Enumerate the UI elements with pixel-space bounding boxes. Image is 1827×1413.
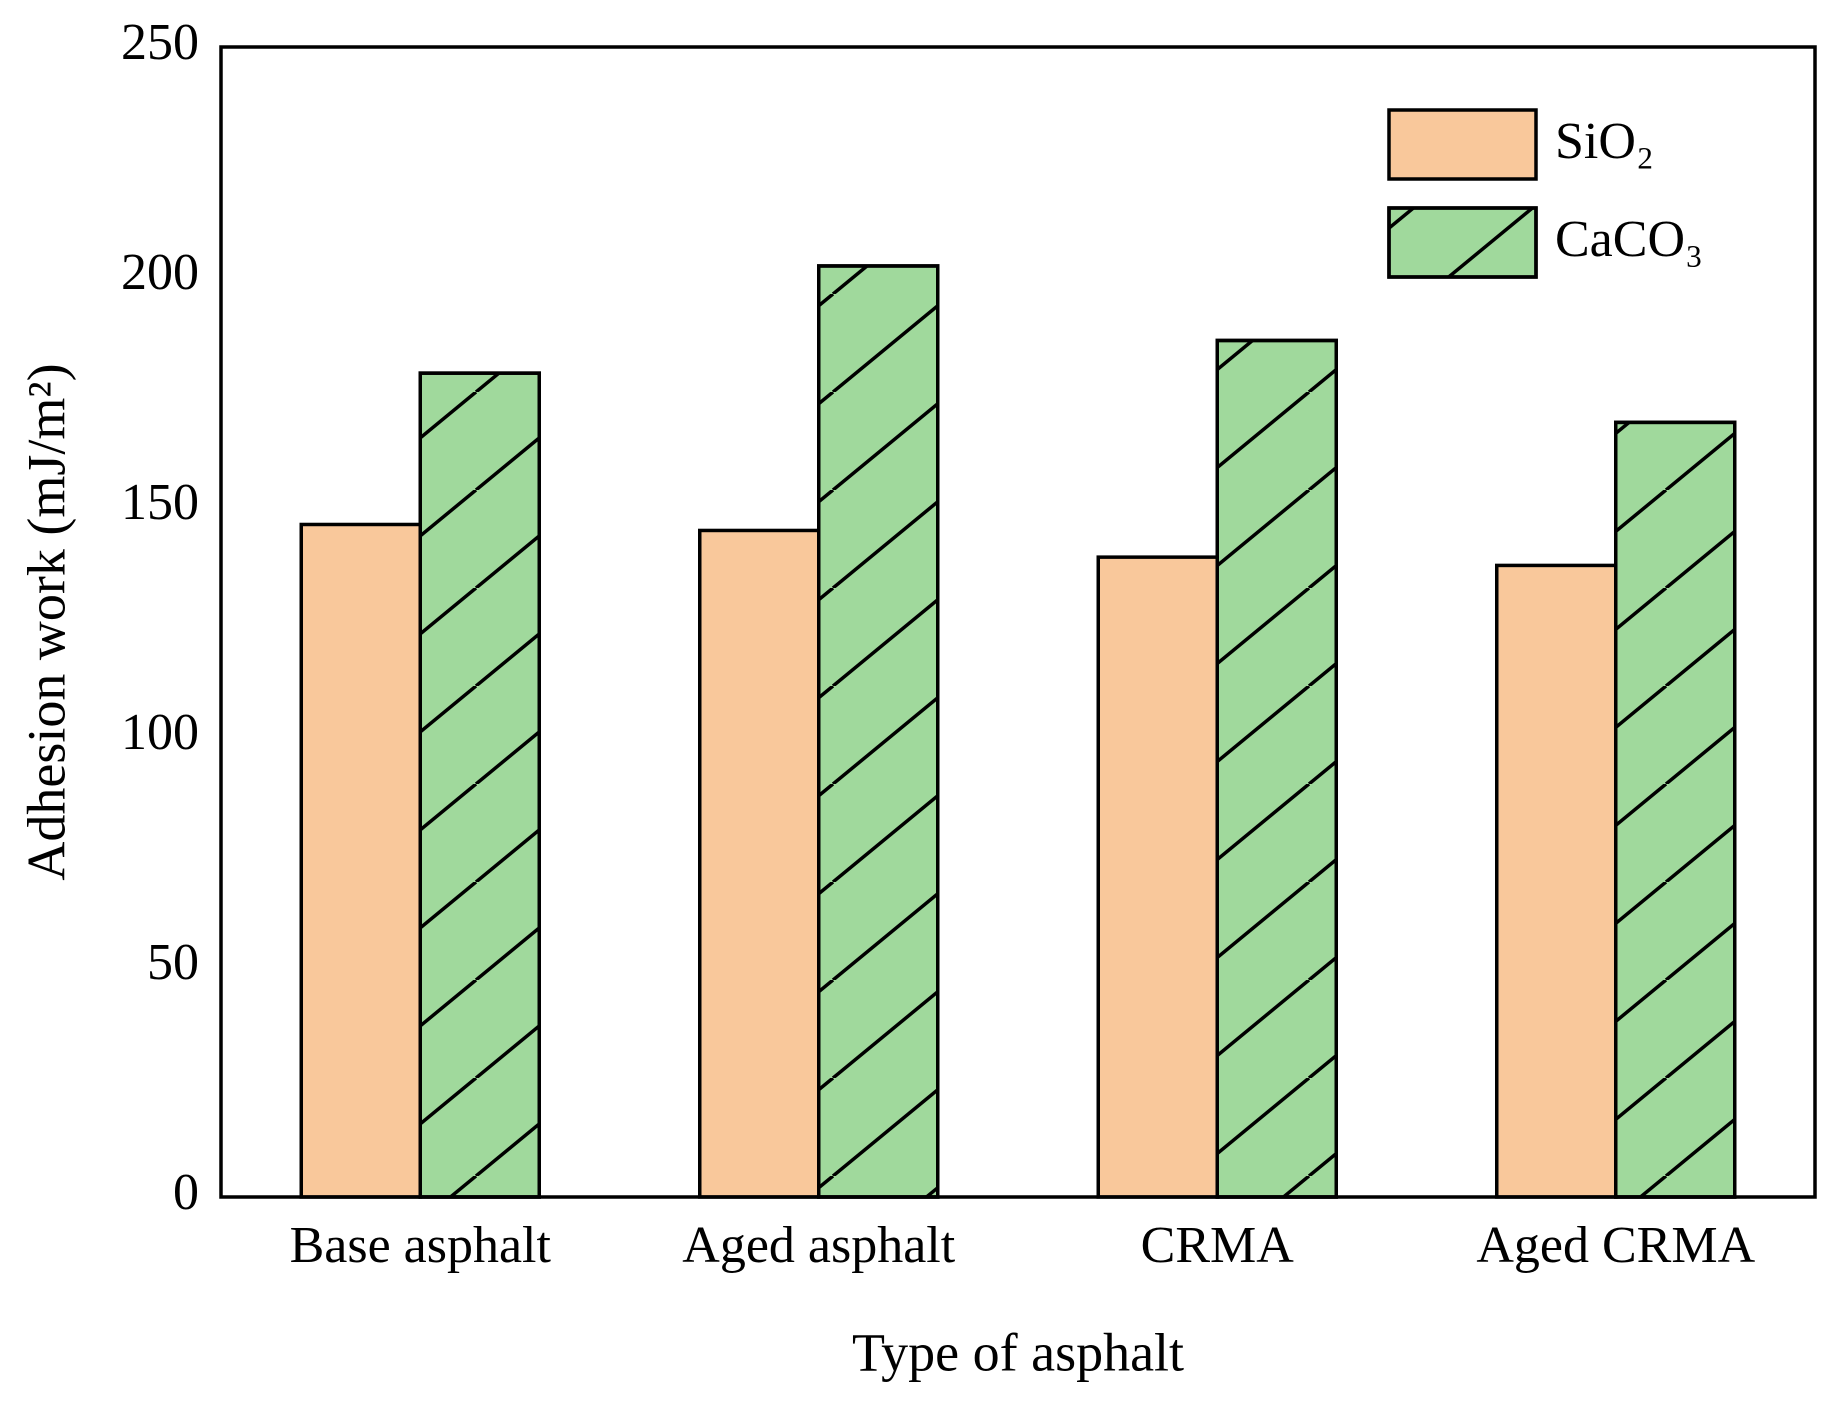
- x-tick-label: Aged CRMA: [1476, 1217, 1755, 1274]
- x-tick-label: Base asphalt: [290, 1217, 552, 1274]
- x-tick-label: Aged asphalt: [682, 1217, 955, 1274]
- y-axis-title: Adhesion work (mJ/m²): [16, 363, 76, 880]
- x-tick-label: CRMA: [1141, 1217, 1295, 1274]
- bar-hatch: [1215, 338, 1338, 1199]
- bar: [299, 522, 422, 1199]
- bar-hatch: [1614, 420, 1737, 1199]
- bar-hatch: [418, 371, 541, 1199]
- bar: [698, 528, 821, 1199]
- bar-hatch: [817, 264, 940, 1199]
- legend-label: CaCO₃: [1555, 211, 1703, 268]
- plot-frame: [219, 45, 1817, 1199]
- legend-hatch: [1387, 206, 1538, 279]
- bar: [1495, 563, 1618, 1199]
- y-tick-label: 100: [121, 704, 199, 761]
- y-tick-label: 200: [121, 244, 199, 301]
- bar: [1096, 555, 1219, 1199]
- x-axis-title: Type of asphalt: [852, 1322, 1184, 1382]
- y-tick-label: 250: [121, 14, 199, 71]
- legend-label: SiO₂: [1555, 113, 1654, 170]
- y-tick-label: 150: [121, 474, 199, 531]
- y-tick-label: 0: [173, 1164, 199, 1221]
- legend-swatch: [1387, 108, 1538, 181]
- y-tick-label: 50: [147, 934, 199, 991]
